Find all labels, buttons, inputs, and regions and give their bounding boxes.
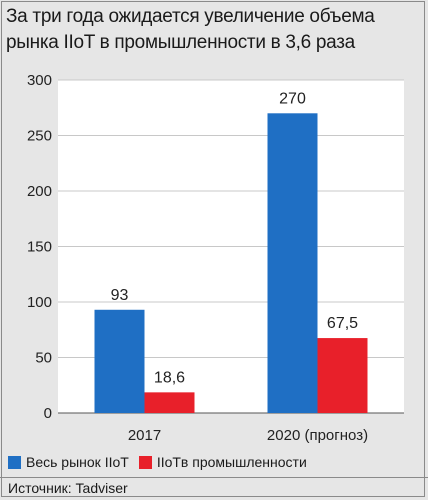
y-tick-label: 0 bbox=[44, 405, 52, 422]
bar bbox=[94, 309, 145, 413]
chart-legend: Весь рынок IIoT IIoTв промышленности bbox=[8, 452, 317, 472]
bar-value-label: 18,6 bbox=[154, 369, 185, 386]
x-tick-label: 2020 (прогноз) bbox=[267, 427, 368, 444]
bar bbox=[144, 392, 195, 413]
legend-label-all-market: Весь рынок IIoT bbox=[26, 454, 129, 470]
bar-value-label: 270 bbox=[279, 90, 306, 107]
bar-value-label: 93 bbox=[111, 287, 129, 304]
y-tick-label: 250 bbox=[27, 128, 52, 145]
chart-title: За три года ожидается увеличение объема … bbox=[6, 6, 375, 53]
y-tick-label: 200 bbox=[27, 183, 52, 200]
legend-label-industry: IIoTв промышленности bbox=[156, 454, 307, 470]
x-tick-label: 2017 bbox=[128, 427, 161, 444]
y-tick-label: 50 bbox=[35, 350, 52, 367]
legend-swatch-industry bbox=[138, 455, 152, 469]
legend-item-industry: IIoTв промышленности bbox=[138, 454, 307, 470]
chart-plot: 0 50 100 150 200 250 300 93 18,6 2017 270 67,5 2020 … bbox=[27, 72, 404, 444]
bar bbox=[267, 113, 318, 414]
y-tick-label: 100 bbox=[27, 294, 52, 311]
legend-swatch-all-market bbox=[8, 455, 21, 469]
bar-value-label: 67,5 bbox=[327, 315, 358, 332]
y-tick-label: 150 bbox=[27, 239, 52, 256]
legend-item-all-market: Весь рынок IIoT bbox=[8, 454, 129, 470]
source-note: Источник: Tadviser bbox=[0, 477, 428, 496]
bar bbox=[317, 338, 368, 413]
y-tick-label: 300 bbox=[27, 72, 52, 89]
